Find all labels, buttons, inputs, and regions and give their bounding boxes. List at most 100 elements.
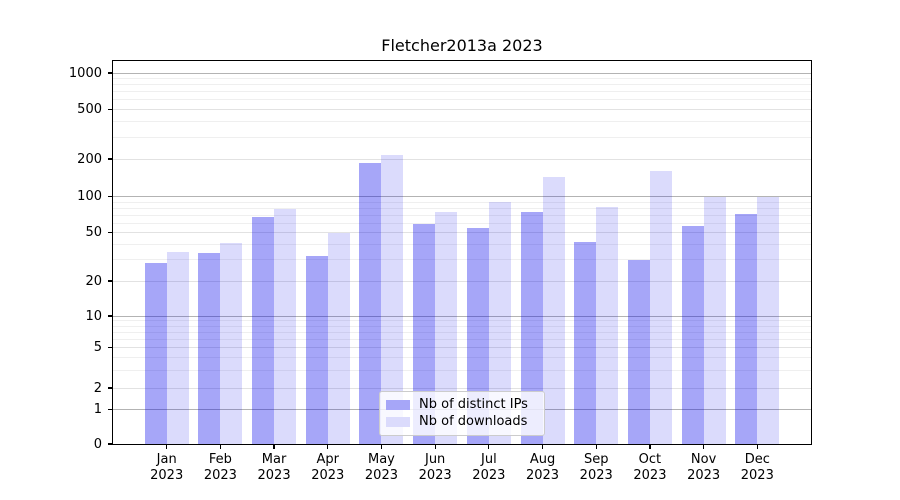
bar-may-distinct-ips (359, 163, 382, 444)
gridline-minor (113, 214, 811, 216)
x-tick-label-sep: Sep 2023 (566, 452, 626, 484)
gridline-minor (113, 369, 811, 371)
y-tick-mark (108, 232, 113, 234)
x-tick-month: Jul (481, 452, 497, 467)
x-tick-mark (702, 444, 705, 449)
bar-aug-distinct-ips (520, 212, 543, 444)
x-tick-mark (649, 444, 651, 449)
x-tick-year: 2023 (418, 468, 452, 483)
y-tick-mark (108, 408, 113, 410)
x-tick-month: Dec (744, 452, 770, 467)
x-tick-label-jul: Jul 2023 (459, 452, 519, 484)
bar-feb-distinct-ips (198, 253, 221, 444)
bar-mar-downloads (274, 208, 297, 444)
y-tick-mark (108, 387, 113, 389)
gridline (113, 280, 811, 282)
gridline-minor (113, 325, 811, 327)
x-tick-mark (595, 444, 597, 449)
y-tick-label: 1000 (68, 65, 102, 81)
gridline-minor (113, 207, 811, 209)
y-tick-mark (108, 443, 113, 445)
x-tick-label-jun: Jun 2023 (405, 452, 465, 484)
x-tick-label-feb: Feb 2023 (190, 452, 250, 484)
bar-sep-downloads (596, 207, 619, 444)
x-tick-mark (166, 444, 168, 449)
bar-mar-distinct-ips (252, 217, 275, 444)
x-tick-mark (434, 444, 436, 449)
y-tick-label: 0 (93, 436, 102, 452)
x-tick-mark (380, 444, 383, 449)
bar-feb-downloads (220, 243, 243, 444)
x-tick-year: 2023 (311, 468, 345, 483)
x-tick-year: 2023 (633, 468, 667, 483)
x-tick-month: Jun (424, 452, 446, 467)
y-tick-label: 10 (85, 308, 102, 324)
gridline (113, 108, 811, 110)
gridline-minor (113, 243, 811, 245)
x-tick-year: 2023 (525, 468, 560, 483)
legend-label-distinct-ips: Nb of distinct IPs (419, 397, 528, 412)
gridline (113, 347, 811, 348)
gridline (113, 196, 811, 198)
x-tick-year: 2023 (150, 468, 184, 483)
bar-dec-distinct-ips (735, 213, 758, 444)
y-tick-label: 200 (77, 151, 102, 167)
y-tick-label: 2 (93, 380, 102, 396)
gridline-minor (113, 320, 811, 322)
bar-jan-downloads (166, 251, 189, 444)
x-tick-label-aug: Aug 2023 (513, 452, 573, 484)
gridline (113, 158, 811, 160)
gridline-minor (113, 259, 811, 261)
x-tick-month: Aug (529, 452, 556, 467)
gridline-minor (113, 84, 811, 86)
bar-jan-distinct-ips (144, 263, 167, 444)
gridline (113, 72, 811, 74)
x-tick-label-apr: Apr 2023 (298, 452, 358, 484)
chart-title: Fletcher2013a 2023 (381, 36, 543, 55)
bar-jul-downloads (488, 201, 511, 444)
legend-label-downloads: Nb of downloads (419, 414, 528, 429)
bar-dec-downloads (757, 196, 780, 444)
x-tick-mark (219, 444, 222, 449)
gridline-minor (113, 338, 811, 340)
gridline-minor (113, 99, 811, 101)
x-tick-year: 2023 (579, 468, 613, 483)
gridline-minor (113, 91, 811, 93)
y-tick-mark (108, 346, 113, 349)
x-tick-label-dec: Dec 2023 (727, 452, 787, 484)
y-tick-label: 500 (77, 101, 102, 117)
x-tick-label-oct: Oct 2023 (620, 452, 680, 484)
x-tick-year: 2023 (203, 468, 237, 483)
y-tick-mark (108, 158, 113, 160)
x-tick-label-nov: Nov 2023 (674, 452, 734, 484)
gridline (113, 232, 811, 234)
x-tick-mark (756, 444, 758, 449)
legend: Nb of distinct IPs Nb of downloads (379, 391, 545, 436)
y-tick-mark (108, 108, 113, 110)
gridline (113, 387, 811, 389)
x-tick-mark (273, 444, 275, 449)
x-tick-mark (488, 444, 490, 449)
y-tick-label: 50 (85, 225, 102, 241)
y-tick-mark (108, 280, 113, 282)
bar-sep-distinct-ips (574, 241, 597, 444)
x-tick-label-may: May 2023 (351, 452, 411, 484)
x-tick-month: Feb (208, 452, 232, 467)
x-tick-year: 2023 (257, 468, 291, 483)
bar-apr-distinct-ips (305, 256, 328, 444)
bar-oct-downloads (649, 171, 672, 444)
bar-jul-distinct-ips (466, 227, 489, 444)
legend-swatch-downloads-icon (386, 416, 410, 427)
x-tick-month: Jan (156, 452, 177, 467)
bar-aug-downloads (542, 177, 565, 444)
bar-may-downloads (381, 155, 404, 444)
y-tick-label: 5 (93, 340, 102, 355)
x-tick-label-jan: Jan 2023 (137, 452, 197, 484)
gridline-minor (113, 222, 811, 224)
x-tick-mark (327, 444, 329, 449)
bar-jun-distinct-ips (413, 224, 436, 444)
x-tick-year: 2023 (687, 468, 721, 483)
gridline-minor (113, 136, 811, 138)
bar-apr-downloads (327, 232, 350, 444)
